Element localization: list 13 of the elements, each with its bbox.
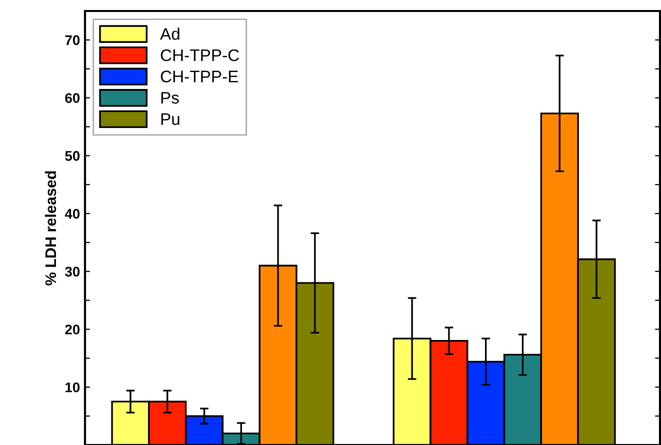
legend-label: Ps bbox=[161, 92, 179, 104]
legend-label: Ad bbox=[160, 28, 180, 40]
y-tick-label: 50 bbox=[65, 151, 80, 161]
legend-label: CH-TPP-E bbox=[160, 70, 238, 82]
y-tick-label: 70 bbox=[65, 35, 80, 46]
y-tick-label: 40 bbox=[64, 208, 80, 219]
y-axis-title: % LDH released bbox=[44, 171, 56, 286]
y-tick-label: 20 bbox=[65, 324, 80, 334]
y-tick-label: 60 bbox=[65, 93, 80, 103]
legend-label: CH-TPP-C bbox=[160, 49, 239, 62]
y-tick-label: 30 bbox=[65, 266, 80, 277]
y-tick-label: 10 bbox=[66, 382, 80, 392]
legend-label: Pu bbox=[161, 113, 180, 125]
